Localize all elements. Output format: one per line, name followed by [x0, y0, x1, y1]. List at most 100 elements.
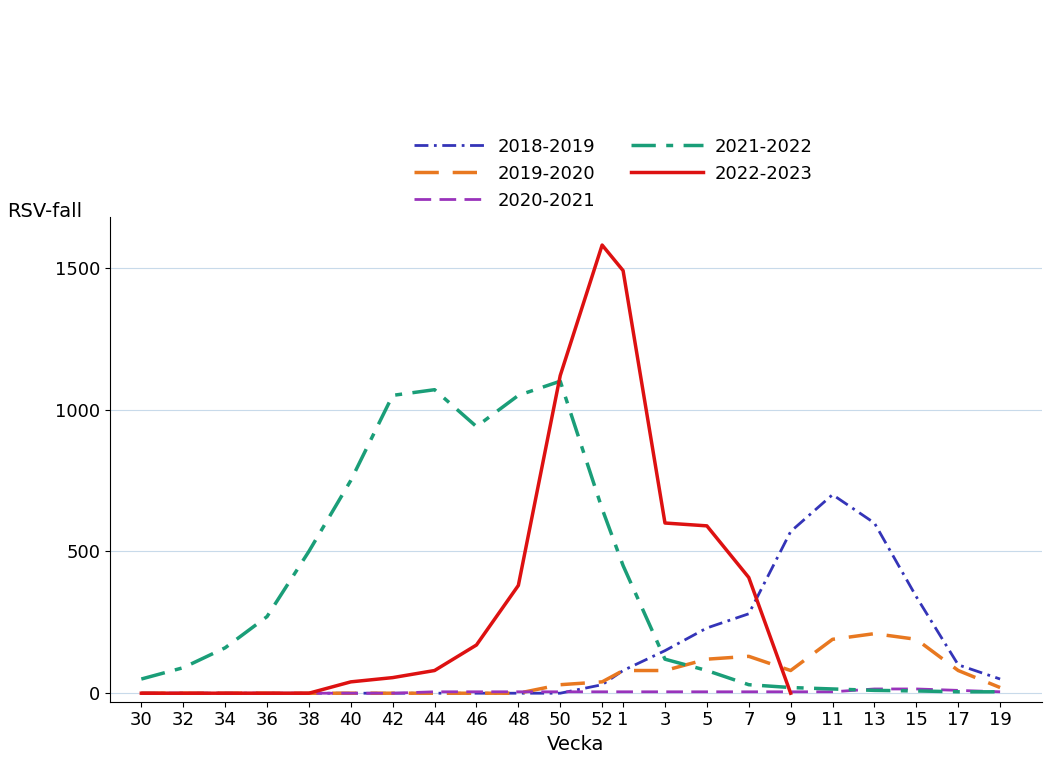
2019-2020	[512, 688, 524, 697]
Line: 2020-2021: 2020-2021	[142, 689, 1000, 693]
2019-2020	[952, 666, 965, 675]
2020-2021	[827, 687, 839, 697]
2022-2023	[616, 266, 629, 275]
2021-2022	[554, 377, 567, 386]
2022-2023	[261, 688, 274, 697]
2020-2021	[135, 688, 148, 697]
2022-2023	[470, 641, 483, 650]
2021-2022	[135, 674, 148, 684]
2019-2020	[596, 677, 609, 687]
2018-2019	[616, 666, 629, 675]
Y-axis label: RSV-fall: RSV-fall	[7, 202, 82, 221]
2021-2022	[386, 391, 398, 400]
2021-2022	[784, 683, 797, 692]
2019-2020	[261, 688, 274, 697]
2018-2019	[470, 688, 483, 697]
2021-2022	[742, 680, 755, 689]
X-axis label: Vecka: Vecka	[548, 735, 605, 754]
2019-2020	[742, 651, 755, 661]
2018-2019	[596, 680, 609, 689]
2020-2021	[784, 687, 797, 697]
2020-2021	[868, 684, 880, 694]
2018-2019	[910, 592, 923, 601]
2018-2019	[345, 688, 357, 697]
2022-2023	[659, 518, 671, 528]
2019-2020	[177, 688, 189, 697]
2018-2019	[701, 624, 713, 633]
2018-2019	[219, 688, 231, 697]
2018-2019	[302, 688, 315, 697]
Line: 2019-2020: 2019-2020	[142, 634, 1000, 693]
2018-2019	[177, 688, 189, 697]
2020-2021	[659, 687, 671, 697]
2020-2021	[345, 688, 357, 697]
2018-2019	[952, 661, 965, 670]
2018-2019	[261, 688, 274, 697]
2020-2021	[554, 687, 567, 697]
2021-2022	[952, 687, 965, 697]
2022-2023	[742, 573, 755, 582]
2021-2022	[302, 547, 315, 556]
2020-2021	[177, 688, 189, 697]
2020-2021	[470, 687, 483, 697]
2018-2019	[512, 688, 524, 697]
2022-2023	[135, 688, 148, 697]
2021-2022	[596, 504, 609, 514]
2022-2023	[554, 371, 567, 380]
2022-2023	[428, 666, 441, 675]
2021-2022	[261, 612, 274, 621]
2019-2020	[345, 688, 357, 697]
2021-2022	[177, 663, 189, 672]
Legend: 2018-2019, 2019-2020, 2020-2021, 2021-2022, 2022-2023: 2018-2019, 2019-2020, 2020-2021, 2021-20…	[405, 128, 821, 219]
2020-2021	[219, 688, 231, 697]
2019-2020	[302, 688, 315, 697]
2020-2021	[742, 687, 755, 697]
2021-2022	[345, 476, 357, 485]
2021-2022	[470, 422, 483, 431]
2018-2019	[784, 527, 797, 536]
2021-2022	[428, 385, 441, 394]
2020-2021	[428, 687, 441, 697]
2018-2019	[659, 646, 671, 655]
2018-2019	[742, 609, 755, 618]
2021-2022	[219, 643, 231, 652]
2019-2020	[701, 654, 713, 664]
2020-2021	[701, 687, 713, 697]
2021-2022	[512, 391, 524, 400]
2022-2023	[219, 688, 231, 697]
2021-2022	[701, 666, 713, 675]
2019-2020	[868, 629, 880, 638]
2019-2020	[554, 680, 567, 689]
2019-2020	[219, 688, 231, 697]
2019-2020	[616, 666, 629, 675]
Line: 2018-2019: 2018-2019	[142, 494, 1000, 693]
2020-2021	[386, 688, 398, 697]
2018-2019	[827, 490, 839, 499]
2022-2023	[701, 521, 713, 531]
2020-2021	[994, 687, 1006, 697]
2022-2023	[302, 688, 315, 697]
2020-2021	[302, 688, 315, 697]
2018-2019	[386, 688, 398, 697]
2019-2020	[470, 688, 483, 697]
2020-2021	[596, 687, 609, 697]
2021-2022	[910, 686, 923, 695]
2018-2019	[135, 688, 148, 697]
2022-2023	[512, 581, 524, 590]
2019-2020	[135, 688, 148, 697]
2019-2020	[386, 688, 398, 697]
2020-2021	[512, 687, 524, 697]
2018-2019	[994, 674, 1006, 684]
2022-2023	[386, 673, 398, 682]
2019-2020	[994, 683, 1006, 692]
2018-2019	[868, 518, 880, 528]
2021-2022	[868, 686, 880, 695]
2018-2019	[428, 688, 441, 697]
2021-2022	[827, 684, 839, 694]
2021-2022	[616, 561, 629, 570]
2019-2020	[428, 688, 441, 697]
2019-2020	[784, 666, 797, 675]
Line: 2021-2022: 2021-2022	[142, 381, 1000, 692]
2022-2023	[784, 688, 797, 697]
2022-2023	[345, 677, 357, 687]
